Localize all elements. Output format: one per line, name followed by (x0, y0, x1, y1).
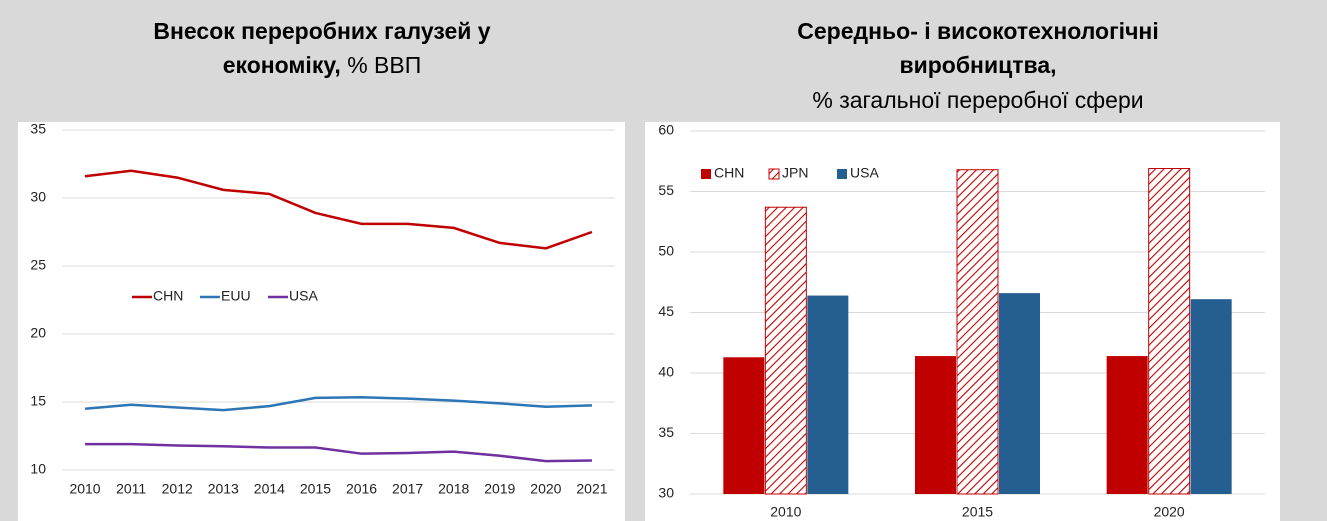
bar (956, 169, 999, 495)
legend-swatch (768, 168, 780, 180)
legend-label: EUU (221, 288, 251, 304)
title-line: Середньо- і високотехнологічні (797, 18, 1158, 44)
legend-label: CHN (714, 165, 744, 181)
bar (1190, 299, 1232, 494)
legend-label: USA (289, 288, 318, 304)
legend-swatch (701, 169, 711, 179)
y-tick-label: 40 (658, 364, 674, 380)
legend-label: CHN (153, 288, 183, 304)
title-line: Внесок переробних галузей у (153, 18, 490, 44)
y-tick-label: 35 (30, 121, 46, 137)
legend-label: USA (850, 165, 879, 181)
x-tick-label: 2011 (116, 481, 146, 497)
unit: % ВВП (347, 52, 421, 78)
bar (764, 206, 807, 495)
x-tick-label: 2013 (208, 481, 239, 497)
x-tick-label: 2019 (484, 481, 515, 497)
bar (807, 295, 849, 494)
title-line: виробництва, (899, 52, 1056, 78)
y-tick-label: 25 (30, 257, 46, 273)
bar (999, 293, 1040, 494)
legend-label: JPN (782, 165, 808, 181)
legend-swatch (837, 169, 847, 179)
bar (1148, 168, 1191, 495)
x-tick-label: 2018 (438, 481, 469, 497)
y-tick-label: 20 (30, 325, 46, 341)
bar (915, 356, 956, 494)
y-tick-label: 15 (30, 393, 46, 409)
title-line: економіку, (223, 52, 341, 78)
y-tick-label: 10 (30, 461, 46, 477)
unit: % загальної переробної сфери (812, 87, 1143, 113)
bar (1106, 356, 1148, 494)
x-tick-label: 2020 (530, 481, 561, 497)
line-series (85, 442, 592, 463)
y-tick-label: 30 (658, 485, 674, 501)
x-tick-label: 2017 (392, 481, 423, 497)
y-tick-label: 30 (30, 189, 46, 205)
x-tick-label: 2015 (962, 504, 993, 520)
x-tick-label: 2012 (162, 481, 193, 497)
y-tick-label: 45 (658, 303, 674, 319)
line-series (84, 395, 592, 412)
left-panel (18, 122, 625, 521)
x-tick-label: 2021 (576, 481, 607, 497)
bar (723, 357, 765, 494)
y-tick-label: 55 (658, 182, 674, 198)
line-series (84, 169, 593, 250)
x-tick-label: 2015 (300, 481, 331, 497)
x-tick-label: 2010 (69, 481, 100, 497)
y-tick-label: 60 (658, 122, 674, 138)
x-tick-label: 2014 (254, 481, 285, 497)
x-tick-label: 2010 (770, 504, 801, 520)
x-tick-label: 2016 (346, 481, 377, 497)
y-tick-label: 35 (658, 424, 674, 440)
y-tick-label: 50 (658, 243, 674, 259)
title-line: економіку, % ВВП (223, 52, 422, 78)
x-tick-label: 2020 (1154, 504, 1185, 520)
